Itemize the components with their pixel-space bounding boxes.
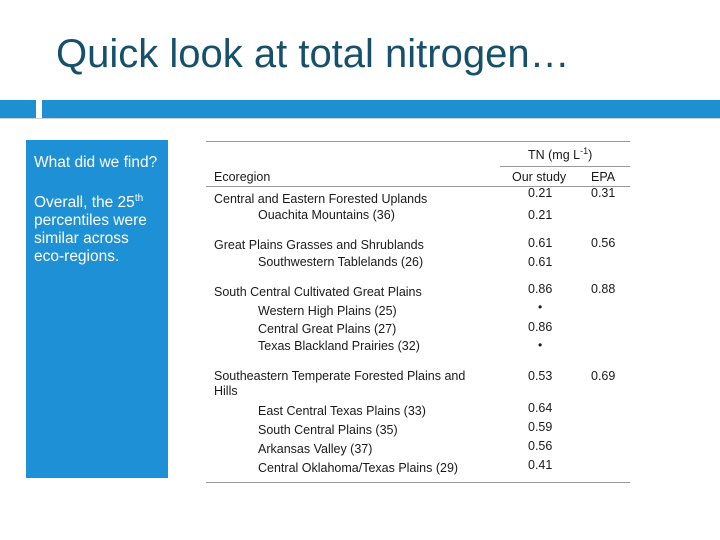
row-ours: 0.59	[528, 420, 553, 434]
row-epa: 0.88	[591, 282, 616, 296]
row-ours: 0.53	[528, 369, 553, 383]
findings-sidebar: What did we find? Overall, the 25th perc…	[26, 140, 168, 478]
tn-label-sup: -1	[580, 146, 589, 156]
tn-group-header: TN (mg L-1)	[528, 146, 592, 162]
row-ours: 0.56	[528, 439, 553, 453]
sidebar-answer-pre: Overall, the 25	[34, 194, 135, 212]
row-name: South Central Plains (35)	[258, 423, 398, 437]
row-name: Ouachita Mountains (36)	[258, 208, 395, 222]
table-top-rule	[206, 141, 630, 142]
row-ours: 0.61	[528, 236, 553, 250]
row-ours: 0.64	[528, 401, 553, 415]
sidebar-question: What did we find?	[34, 154, 158, 171]
sidebar-answer-sup: th	[134, 193, 144, 204]
row-name: Central Oklahoma/Texas Plains (29)	[258, 461, 459, 475]
row-name: Great Plains Grasses and Shrublands	[214, 238, 424, 252]
row-name: Hills	[214, 384, 238, 398]
table-bottom-rule	[206, 482, 630, 483]
row-name: Central Great Plains (27)	[258, 322, 397, 336]
row-ours: 0.21	[528, 186, 553, 200]
row-epa: 0.56	[591, 236, 616, 250]
title-rule-gap	[36, 100, 42, 118]
slide-title: Quick look at total nitrogen…	[56, 32, 570, 76]
nitrogen-table: TN (mg L-1) Ecoregion Our study EPA Cent…	[206, 138, 632, 484]
tn-group-rule	[500, 166, 630, 167]
row-epa: 0.31	[591, 186, 616, 200]
row-name: Southwestern Tablelands (26)	[258, 255, 424, 269]
title-rule-bar	[42, 100, 720, 118]
row-name: South Central Cultivated Great Plains	[214, 285, 422, 299]
title-rule-line	[0, 118, 720, 119]
row-ours: 0.21	[528, 208, 553, 222]
row-ours: 0.86	[528, 320, 553, 334]
row-name: Southeastern Temperate Forested Plains a…	[214, 369, 466, 383]
col-epa-header: EPA	[591, 170, 616, 184]
row-ours-dot: •	[538, 338, 543, 352]
row-ours: 0.41	[528, 458, 553, 472]
row-name: Arkansas Valley (37)	[258, 442, 373, 456]
row-name: Texas Blackland Prairies (32)	[258, 339, 420, 353]
row-name: Western High Plains (25)	[258, 304, 397, 318]
sidebar-answer-post: percentiles were similar across eco-regi…	[34, 212, 147, 266]
tn-label-post: )	[588, 148, 593, 163]
row-name: East Central Texas Plains (33)	[258, 404, 426, 418]
col-ecoregion-header: Ecoregion	[214, 170, 271, 184]
row-ours-dot: •	[538, 300, 543, 314]
sidebar-answer: Overall, the 25th percentiles were simil…	[34, 190, 160, 266]
col-our-study-header: Our study	[512, 170, 567, 184]
row-name: Central and Eastern Forested Uplands	[214, 192, 428, 206]
row-ours: 0.86	[528, 282, 553, 296]
row-epa: 0.69	[591, 369, 616, 383]
row-ours: 0.61	[528, 255, 553, 269]
title-rule-accent	[0, 100, 36, 118]
header-bottom-rule	[206, 186, 630, 187]
tn-label-pre: TN (mg L	[528, 148, 581, 163]
